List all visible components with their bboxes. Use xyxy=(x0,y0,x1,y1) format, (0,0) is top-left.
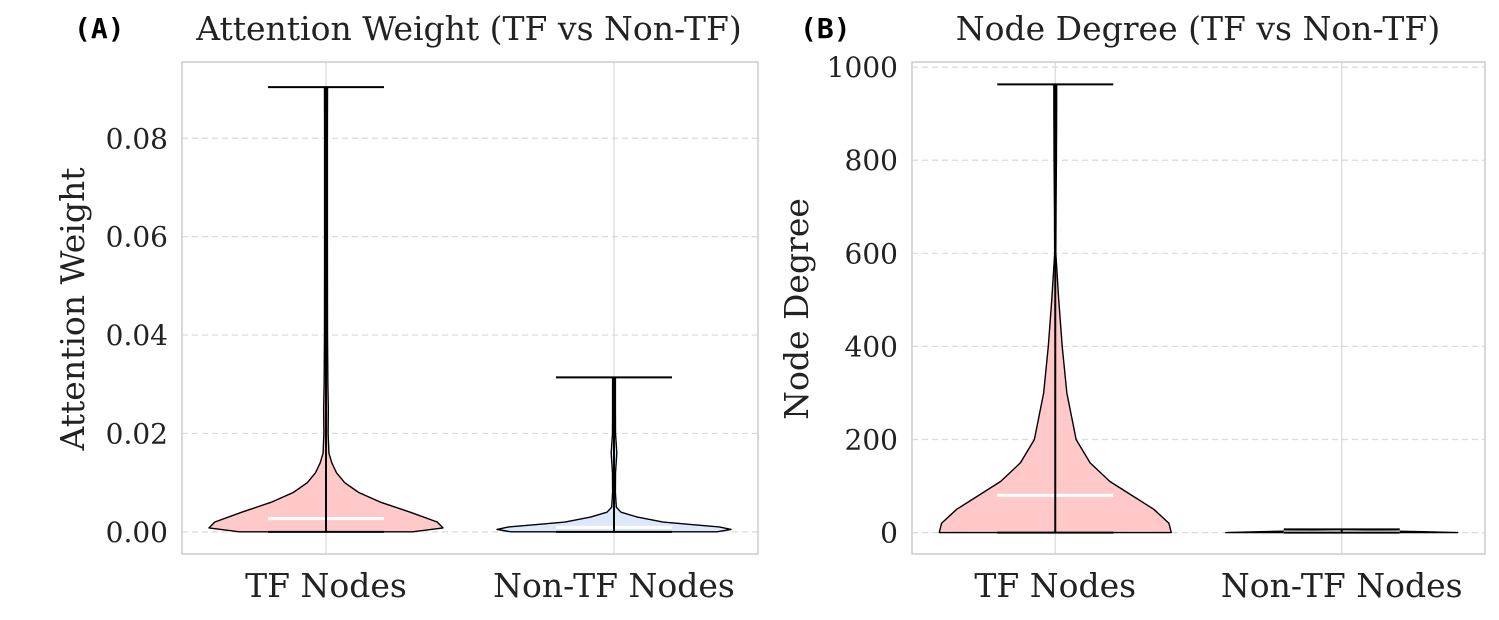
plot-frame-b xyxy=(911,61,1486,555)
chart-title-b: Node Degree (TF vs Non-TF) xyxy=(956,9,1440,48)
panel-a: (A) Attention Weight (TF vs Non-TF) Atte… xyxy=(53,9,759,605)
y-tick-label-b: 800 xyxy=(845,144,898,177)
plot-frame-a xyxy=(181,61,759,555)
y-tick-label-a: 0.04 xyxy=(106,319,168,352)
panel-label-b: (B) xyxy=(800,12,851,45)
y-tick-label-b: 600 xyxy=(845,237,898,270)
y-tick-label-a: 0.02 xyxy=(106,417,168,450)
y-tick-label-a: 0.06 xyxy=(106,221,168,254)
x-tick-label-b: TF Nodes xyxy=(974,566,1136,605)
panel-b: (B) Node Degree (TF vs Non-TF) Node Degr… xyxy=(777,9,1486,605)
y-tick-label-a: 0.00 xyxy=(106,516,168,549)
x-tick-label-b: Non-TF Nodes xyxy=(1221,566,1463,605)
y-tick-label-b: 200 xyxy=(845,423,898,456)
y-tick-label-a: 0.08 xyxy=(106,122,168,155)
x-tick-label-a: TF Nodes xyxy=(245,566,407,605)
y-axis-label-b: Node Degree xyxy=(777,198,816,420)
y-tick-label-b: 400 xyxy=(845,330,898,363)
x-tick-label-a: Non-TF Nodes xyxy=(493,566,735,605)
y-axis-label-a: Attention Weight xyxy=(53,168,92,452)
panel-label-a: (A) xyxy=(74,12,125,45)
y-tick-label-b: 0 xyxy=(880,517,898,550)
chart-title-a: Attention Weight (TF vs Non-TF) xyxy=(195,9,742,48)
y-tick-label-b: 1000 xyxy=(827,51,898,84)
